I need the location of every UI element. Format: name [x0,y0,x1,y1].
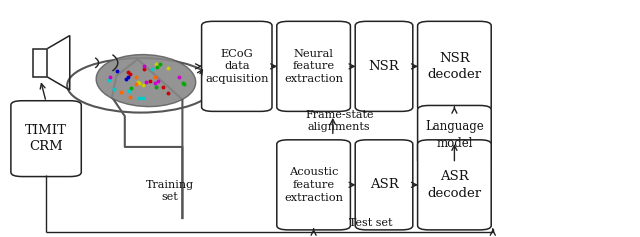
FancyBboxPatch shape [33,49,47,77]
FancyBboxPatch shape [277,140,351,230]
Text: TIMIT
CRM: TIMIT CRM [25,124,67,153]
FancyBboxPatch shape [277,21,351,111]
Ellipse shape [96,55,196,107]
Text: Frame-state
alignments: Frame-state alignments [305,110,374,132]
Text: NSR
decoder: NSR decoder [428,52,481,81]
Text: ASR
decoder: ASR decoder [428,170,481,200]
Text: Neural
feature
extraction: Neural feature extraction [284,49,343,84]
Text: ECoG
data
acquisition: ECoG data acquisition [205,49,269,84]
FancyBboxPatch shape [355,21,413,111]
FancyBboxPatch shape [417,105,492,165]
FancyBboxPatch shape [417,21,492,111]
FancyBboxPatch shape [202,21,272,111]
FancyBboxPatch shape [417,140,492,230]
FancyBboxPatch shape [355,140,413,230]
Text: NSR: NSR [369,60,399,73]
Text: Test set: Test set [349,219,393,228]
Text: Acoustic
feature
extraction: Acoustic feature extraction [284,167,343,203]
FancyBboxPatch shape [11,101,81,177]
Text: ASR: ASR [370,178,398,191]
Text: Language
model: Language model [425,120,484,150]
Text: Training
set: Training set [145,180,194,202]
